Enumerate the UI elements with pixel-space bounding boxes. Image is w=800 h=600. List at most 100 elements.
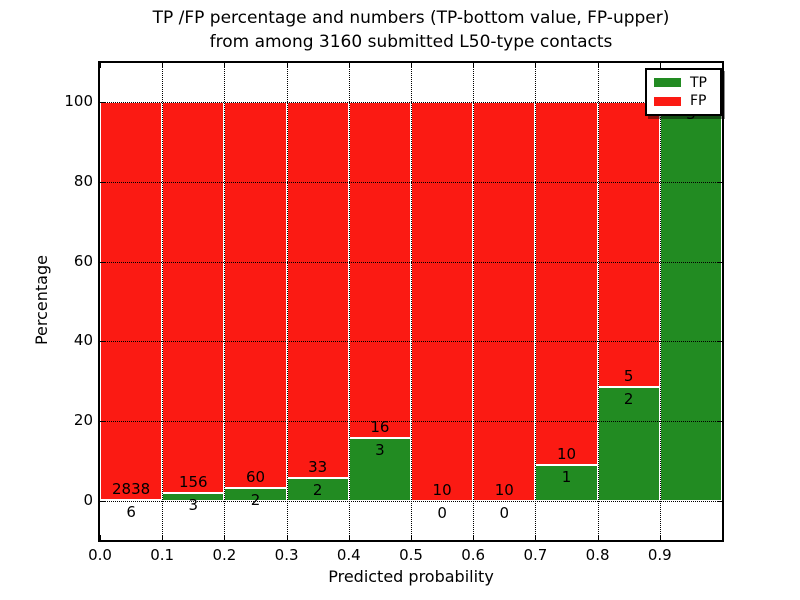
- xtick-top-0.7: [535, 63, 537, 68]
- xtick-bottom-0.9: [659, 535, 661, 540]
- gridline-x-0.7: [535, 63, 537, 540]
- bar-fp-label-5: 10: [432, 481, 452, 499]
- xtick-top-0.4: [348, 63, 350, 68]
- ytick-left-60: [100, 261, 105, 263]
- gridline-x-0.8: [597, 63, 599, 540]
- xtick-top-0.6: [473, 63, 475, 68]
- gridline-x-0.6: [473, 63, 475, 540]
- bar-fp-2: [224, 102, 287, 489]
- chart-title-line2: from among 3160 submitted L50-type conta…: [209, 32, 613, 52]
- legend: TP FP: [645, 68, 722, 116]
- xtick-top-0.2: [224, 63, 226, 68]
- bar-tp-9: [659, 102, 722, 501]
- xtick-label-0.5: 0.5: [399, 546, 423, 564]
- bar-fp-6: [473, 102, 536, 501]
- chart-title-line1: TP /FP percentage and numbers (TP-bottom…: [152, 8, 670, 28]
- xtick-top-0.8: [597, 63, 599, 68]
- xtick-label-0.0: 0.0: [88, 546, 112, 564]
- bar-fp-label-8: 5: [623, 367, 634, 385]
- xtick-bottom-0.5: [411, 535, 412, 540]
- bar-fp-1: [162, 102, 225, 494]
- xtick-bottom-0.3: [286, 535, 288, 540]
- bar-tp-label-1: 3: [188, 496, 199, 515]
- ytick-label-60: 60: [73, 251, 93, 270]
- xtick-top-0.5: [411, 63, 412, 68]
- xtick-label-0.7: 0.7: [523, 546, 548, 564]
- xtick-bottom-0: [100, 535, 101, 540]
- plot-area: 283861563602332163100100101523: [100, 63, 722, 540]
- xtick-bottom-0.6: [473, 535, 475, 540]
- legend-label-fp: FP: [690, 93, 707, 110]
- bar-fp-label-2: 60: [245, 468, 266, 487]
- bar-tp-4: [348, 437, 411, 501]
- ytick-label-40: 40: [73, 331, 93, 350]
- ytick-left-20: [100, 421, 105, 423]
- ytick-left-100: [100, 102, 105, 103]
- bar-fp-8: [597, 102, 660, 387]
- bar-fp-label-4: 16: [370, 417, 390, 436]
- xtick-bottom-0.1: [162, 535, 164, 540]
- bar-tp-label-4: 3: [375, 440, 385, 459]
- ytick-right-60: [717, 261, 722, 263]
- bar-tp-7: [535, 464, 598, 501]
- xtick-bottom-0.7: [535, 535, 537, 540]
- ytick-left-40: [100, 341, 105, 343]
- bar-tp-label-6: 0: [499, 504, 510, 522]
- gridline-x-0.5: [411, 63, 412, 540]
- bar-fp-5: [411, 102, 474, 501]
- bar-tp-label-2: 2: [250, 491, 261, 510]
- xtick-label-0.4: 0.4: [336, 546, 361, 564]
- ytick-label-100: 100: [64, 92, 93, 110]
- xtick-label-0.8: 0.8: [585, 546, 610, 564]
- bar-fp-3: [286, 102, 349, 479]
- legend-label-tp: TP: [690, 74, 707, 91]
- bar-fp-label-3: 33: [308, 458, 328, 477]
- ytick-label-0: 0: [83, 491, 93, 509]
- y-axis-label: Percentage: [32, 255, 51, 346]
- xtick-label-0.3: 0.3: [274, 546, 299, 564]
- gridline-x-0.4: [348, 63, 350, 540]
- xtick-label-0.6: 0.6: [461, 546, 486, 564]
- bar-tp-label-7: 1: [561, 467, 572, 486]
- gridline-x-0.1: [162, 63, 164, 540]
- xtick-top-0: [100, 63, 101, 68]
- legend-swatch-fp: [654, 96, 681, 106]
- gridline-x-0.2: [224, 63, 226, 540]
- bar-tp-label-5: 0: [437, 504, 447, 522]
- ytick-right-40: [717, 341, 722, 343]
- xtick-bottom-0.4: [348, 535, 350, 540]
- bar-fp-0: [100, 102, 163, 501]
- chart-title: TP /FP percentage and numbers (TP-bottom…: [100, 6, 722, 54]
- xtick-label-0.9: 0.9: [647, 546, 672, 564]
- ytick-right-0: [717, 501, 722, 502]
- bar-fp-label-6: 10: [494, 481, 514, 499]
- gridline-x-0.9: [659, 63, 661, 540]
- bar-tp-label-3: 2: [312, 481, 323, 500]
- bar-fp-label-7: 10: [556, 444, 577, 463]
- bar-tp-label-8: 2: [623, 390, 634, 408]
- ytick-right-80: [717, 181, 722, 183]
- ytick-right-20: [717, 421, 722, 423]
- bar-fp-4: [348, 102, 411, 438]
- ytick-left-0: [100, 501, 105, 502]
- xtick-bottom-0.2: [224, 535, 226, 540]
- ytick-label-80: 80: [73, 171, 93, 190]
- bar-tp-label-0: 6: [126, 503, 136, 522]
- xtick-top-0.9: [659, 63, 661, 68]
- x-axis-label: Predicted probability: [328, 567, 494, 586]
- ytick-label-20: 20: [73, 411, 93, 430]
- xtick-top-0.3: [286, 63, 288, 68]
- bar-fp-label-1: 156: [178, 473, 208, 492]
- xtick-label-0.1: 0.1: [150, 546, 175, 564]
- legend-swatch-tp: [654, 78, 681, 88]
- xtick-label-0.2: 0.2: [212, 546, 237, 564]
- legend-row-tp: TP: [647, 75, 720, 91]
- legend-row-fp: FP: [647, 93, 720, 109]
- bar-fp-label-0: 2838: [112, 480, 151, 499]
- ytick-left-80: [100, 181, 105, 183]
- xtick-top-0.1: [162, 63, 164, 68]
- xtick-bottom-0.8: [597, 535, 599, 540]
- gridline-x-0.3: [286, 63, 288, 540]
- bar-fp-7: [535, 102, 598, 465]
